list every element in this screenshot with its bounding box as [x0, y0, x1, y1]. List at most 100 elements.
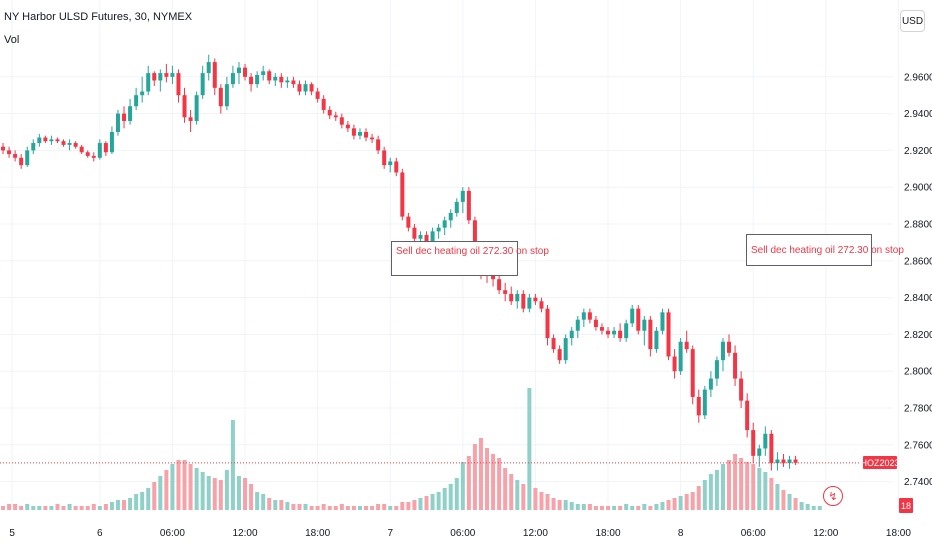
candle-body[interactable] — [678, 341, 683, 372]
candle-body[interactable] — [345, 124, 350, 129]
candle-body[interactable] — [140, 91, 145, 96]
candle-body[interactable] — [309, 84, 314, 92]
candle-body[interactable] — [67, 143, 72, 145]
candle-body[interactable] — [230, 73, 235, 85]
annotation-note-2[interactable]: Sell dec heating oil 272.30 on stop — [746, 234, 904, 266]
candle-body[interactable] — [37, 137, 42, 144]
candle-body[interactable] — [279, 76, 284, 83]
candle-body[interactable] — [769, 433, 774, 464]
candle-body[interactable] — [91, 155, 96, 158]
candle-body[interactable] — [642, 319, 647, 331]
candle-body[interactable] — [7, 150, 12, 155]
candle-body[interactable] — [267, 71, 272, 81]
candle-body[interactable] — [684, 341, 689, 350]
candle-body[interactable] — [466, 190, 471, 221]
candle-body[interactable] — [581, 312, 586, 320]
candle-body[interactable] — [690, 349, 695, 397]
candle-body[interactable] — [563, 338, 568, 361]
candle-body[interactable] — [370, 137, 375, 140]
candle-body[interactable] — [593, 319, 598, 328]
candle-body[interactable] — [569, 330, 574, 339]
candle-body[interactable] — [418, 235, 423, 239]
candle-body[interactable] — [599, 327, 604, 331]
candle-body[interactable] — [406, 216, 411, 228]
candle-body[interactable] — [412, 227, 417, 239]
candle-body[interactable] — [315, 91, 320, 99]
candle-body[interactable] — [787, 459, 792, 464]
candle-body[interactable] — [303, 84, 308, 92]
candle-body[interactable] — [720, 341, 725, 361]
candle-body[interactable] — [745, 400, 750, 431]
volume-indicator-label[interactable]: Vol — [4, 34, 20, 46]
candle-body[interactable] — [212, 62, 217, 88]
candle-body[interactable] — [424, 235, 429, 247]
candle-body[interactable] — [158, 73, 163, 81]
candle-body[interactable] — [382, 150, 387, 166]
candle-body[interactable] — [648, 319, 653, 350]
candle-body[interactable] — [557, 349, 562, 361]
candle-body[interactable] — [793, 459, 798, 463]
candle-body[interactable] — [243, 67, 248, 77]
candle-body[interactable] — [763, 433, 768, 449]
candle-body[interactable] — [636, 308, 641, 331]
candle-body[interactable] — [527, 297, 532, 309]
candle-body[interactable] — [509, 293, 514, 302]
candle-body[interactable] — [781, 459, 786, 464]
candle-body[interactable] — [448, 212, 453, 221]
candle-body[interactable] — [164, 73, 169, 77]
candle-body[interactable] — [666, 312, 671, 357]
candle-body[interactable] — [751, 430, 756, 456]
candle-body[interactable] — [739, 378, 744, 401]
candle-body[interactable] — [491, 275, 496, 280]
candle-body[interactable] — [654, 330, 659, 350]
candle-body[interactable] — [624, 323, 629, 339]
candle-body[interactable] — [109, 132, 114, 153]
candle-body[interactable] — [503, 290, 508, 294]
candle-body[interactable] — [575, 319, 580, 331]
candle-body[interactable] — [460, 190, 465, 202]
candle-body[interactable] — [327, 109, 332, 116]
candle-body[interactable] — [73, 143, 78, 147]
candle-body[interactable] — [515, 293, 520, 302]
currency-button[interactable]: USD — [900, 10, 925, 32]
candle-body[interactable] — [339, 117, 344, 125]
candle-body[interactable] — [200, 73, 205, 96]
candle-body[interactable] — [115, 113, 120, 132]
candle-body[interactable] — [297, 84, 302, 92]
candle-body[interactable] — [454, 201, 459, 213]
candle-body[interactable] — [630, 308, 635, 324]
candle-body[interactable] — [430, 231, 435, 247]
candle-body[interactable] — [357, 132, 362, 136]
candle-body[interactable] — [236, 67, 241, 74]
candle-body[interactable] — [122, 113, 127, 121]
candle-body[interactable] — [321, 98, 326, 110]
candle-body[interactable] — [85, 152, 90, 156]
candle-body[interactable] — [128, 106, 133, 121]
candle-body[interactable] — [612, 330, 617, 335]
candle-body[interactable] — [285, 80, 290, 83]
candle-body[interactable] — [43, 137, 48, 142]
candle-body[interactable] — [13, 154, 18, 158]
candle-body[interactable] — [351, 128, 356, 136]
candle-body[interactable] — [551, 338, 556, 350]
candle-body[interactable] — [134, 95, 139, 107]
candle-body[interactable] — [25, 150, 30, 166]
candle-body[interactable] — [727, 341, 732, 353]
candle-body[interactable] — [61, 141, 66, 145]
lightning-icon[interactable]: ↯ — [823, 486, 843, 506]
candle-body[interactable] — [170, 73, 175, 77]
candle-body[interactable] — [618, 330, 623, 339]
candle-body[interactable] — [194, 95, 199, 121]
candle-body[interactable] — [400, 172, 405, 217]
candle-body[interactable] — [188, 117, 193, 121]
candle-body[interactable] — [273, 76, 278, 81]
candle-body[interactable] — [660, 312, 665, 331]
candle-body[interactable] — [388, 161, 393, 166]
candle-body[interactable] — [103, 143, 108, 153]
candle-body[interactable] — [364, 132, 369, 138]
candle-body[interactable] — [672, 356, 677, 372]
candle-body[interactable] — [291, 80, 296, 85]
candle-body[interactable] — [775, 459, 780, 464]
